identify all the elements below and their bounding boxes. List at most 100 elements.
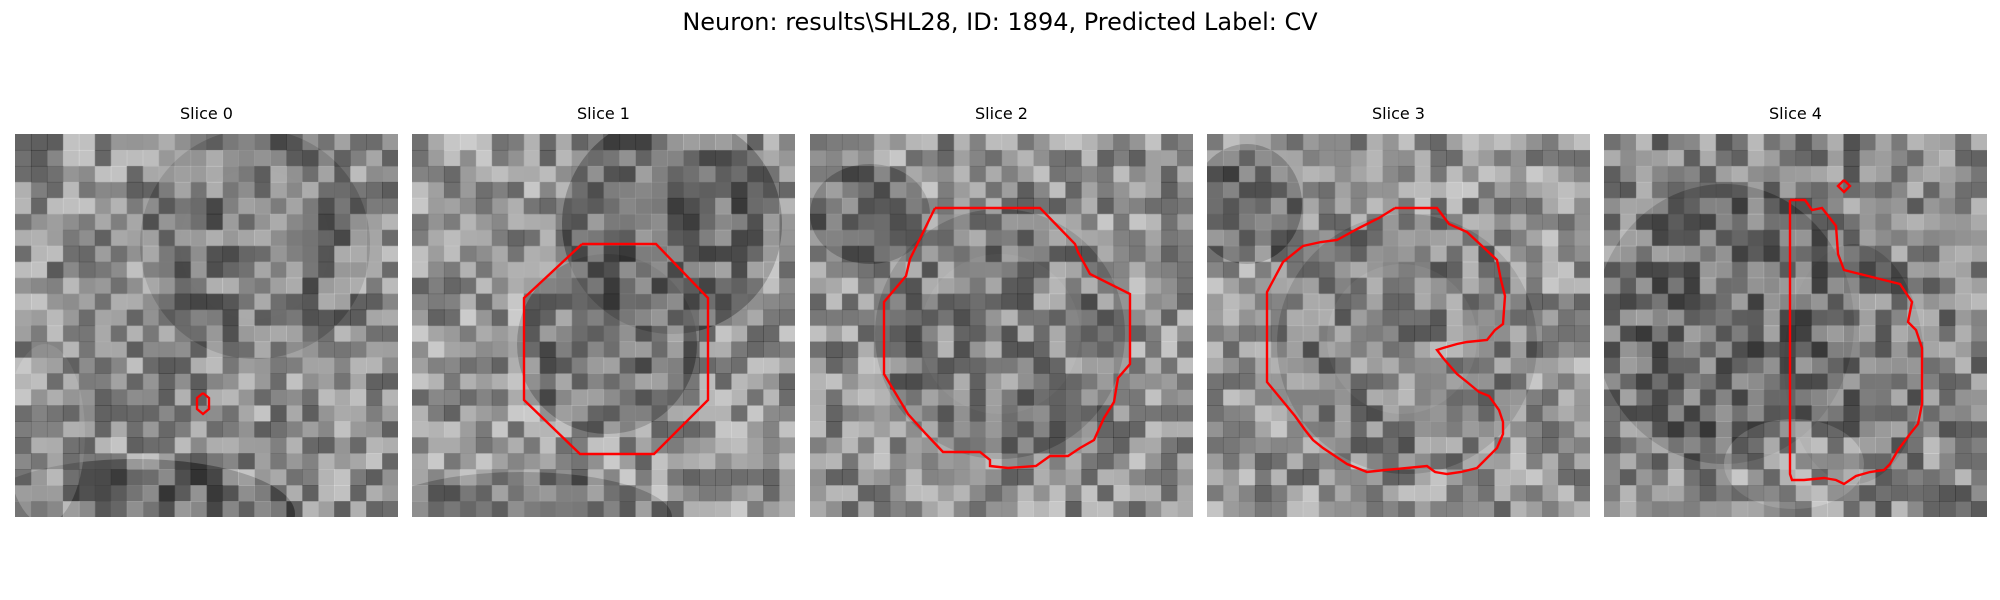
- texture-pixel: [1891, 373, 1908, 390]
- texture-pixel: [1955, 485, 1972, 502]
- texture-pixel: [1207, 165, 1224, 183]
- texture-pixel: [1971, 405, 1987, 422]
- texture-pixel: [523, 309, 541, 327]
- texture-pixel: [142, 421, 160, 438]
- texture-pixel: [985, 309, 1003, 327]
- texture-pixel: [555, 197, 573, 215]
- texture-pixel: [350, 501, 367, 517]
- texture-pixel: [174, 165, 192, 183]
- texture-pixel: [1334, 421, 1352, 438]
- texture-pixel: [1747, 357, 1765, 374]
- texture-pixel: [1955, 341, 1972, 359]
- texture-pixel: [1859, 341, 1876, 359]
- texture-pixel: [1097, 373, 1114, 390]
- texture-pixel: [779, 197, 795, 215]
- texture-pixel: [254, 245, 271, 263]
- texture-pixel: [825, 245, 843, 263]
- texture-pixel: [1891, 341, 1908, 359]
- texture-pixel: [1366, 485, 1384, 502]
- texture-pixel: [1558, 277, 1575, 295]
- texture-pixel: [1875, 261, 1892, 279]
- texture-pixel: [1542, 341, 1559, 359]
- texture-pixel: [1446, 245, 1463, 263]
- texture-pixel: [350, 165, 367, 183]
- texture-pixel: [1891, 293, 1908, 311]
- texture-pixel: [1574, 405, 1590, 422]
- texture-pixel: [1715, 229, 1733, 247]
- texture-pixel: [1129, 293, 1146, 311]
- texture-pixel: [238, 293, 255, 311]
- texture-pixel: [1001, 453, 1019, 470]
- texture-pixel: [1811, 341, 1829, 359]
- texture-pixel: [1065, 309, 1082, 327]
- texture-pixel: [969, 357, 987, 374]
- texture-pixel: [491, 149, 509, 167]
- texture-pixel: [1923, 437, 1940, 454]
- texture-pixel: [1033, 149, 1050, 167]
- texture-pixel: [1113, 149, 1130, 167]
- texture-pixel: [1923, 405, 1940, 422]
- texture-pixel: [1827, 213, 1844, 231]
- texture-pixel: [1254, 421, 1272, 438]
- texture-pixel: [1254, 165, 1272, 183]
- texture-pixel: [350, 405, 367, 422]
- texture-pixel: [1763, 453, 1781, 470]
- texture-pixel: [94, 325, 112, 343]
- texture-pixel: [1113, 501, 1130, 517]
- texture-pixel: [1667, 261, 1685, 279]
- texture-pixel: [126, 197, 144, 215]
- texture-pixel: [1939, 229, 1956, 247]
- texture-pixel: [1619, 197, 1637, 215]
- texture-pixel: [1446, 437, 1463, 454]
- texture-pixel: [747, 213, 764, 231]
- texture-pixel: [1238, 485, 1256, 502]
- texture-pixel: [158, 421, 176, 438]
- texture-pixel: [1811, 245, 1829, 263]
- texture-pixel: [1604, 501, 1621, 517]
- texture-pixel: [523, 469, 541, 486]
- texture-pixel: [382, 277, 398, 295]
- texture-pixel: [1923, 293, 1940, 311]
- texture-pixel: [635, 181, 652, 199]
- texture-pixel: [46, 229, 64, 247]
- texture-pixel: [1604, 149, 1621, 167]
- texture-pixel: [78, 197, 96, 215]
- texture-pixel: [969, 309, 987, 327]
- texture-pixel: [94, 261, 112, 279]
- texture-pixel: [1350, 469, 1368, 486]
- texture-pixel: [286, 261, 303, 279]
- texture-pixel: [334, 405, 351, 422]
- texture-pixel: [587, 261, 605, 279]
- texture-pixel: [937, 389, 955, 406]
- texture-pixel: [651, 469, 668, 486]
- texture-pixel: [1414, 293, 1432, 311]
- texture-pixel: [1875, 293, 1892, 311]
- texture-pixel: [619, 421, 637, 438]
- texture-pixel: [1238, 181, 1256, 199]
- texture-pixel: [1318, 341, 1336, 359]
- texture-pixel: [1574, 421, 1590, 438]
- texture-pixel: [873, 277, 891, 295]
- texture-pixel: [1651, 325, 1669, 343]
- texture-pixel: [699, 485, 716, 502]
- texture-pixel: [1318, 453, 1336, 470]
- texture-pixel: [78, 293, 96, 311]
- texture-pixel: [1843, 485, 1860, 502]
- texture-pixel: [491, 293, 509, 311]
- texture-pixel: [78, 453, 96, 470]
- texture-pixel: [427, 453, 445, 470]
- texture-pixel: [1145, 405, 1162, 422]
- texture-pixel: [619, 437, 637, 454]
- texture-pixel: [174, 134, 192, 151]
- texture-pixel: [937, 373, 955, 390]
- texture-pixel: [779, 373, 795, 390]
- texture-pixel: [1286, 325, 1304, 343]
- texture-pixel: [905, 197, 923, 215]
- texture-pixel: [841, 469, 859, 486]
- texture-pixel: [1207, 229, 1224, 247]
- texture-pixel: [1875, 149, 1892, 167]
- texture-pixel: [1161, 501, 1178, 517]
- texture-pixel: [1715, 213, 1733, 231]
- texture-pixel: [46, 165, 64, 183]
- texture-pixel: [1795, 134, 1813, 151]
